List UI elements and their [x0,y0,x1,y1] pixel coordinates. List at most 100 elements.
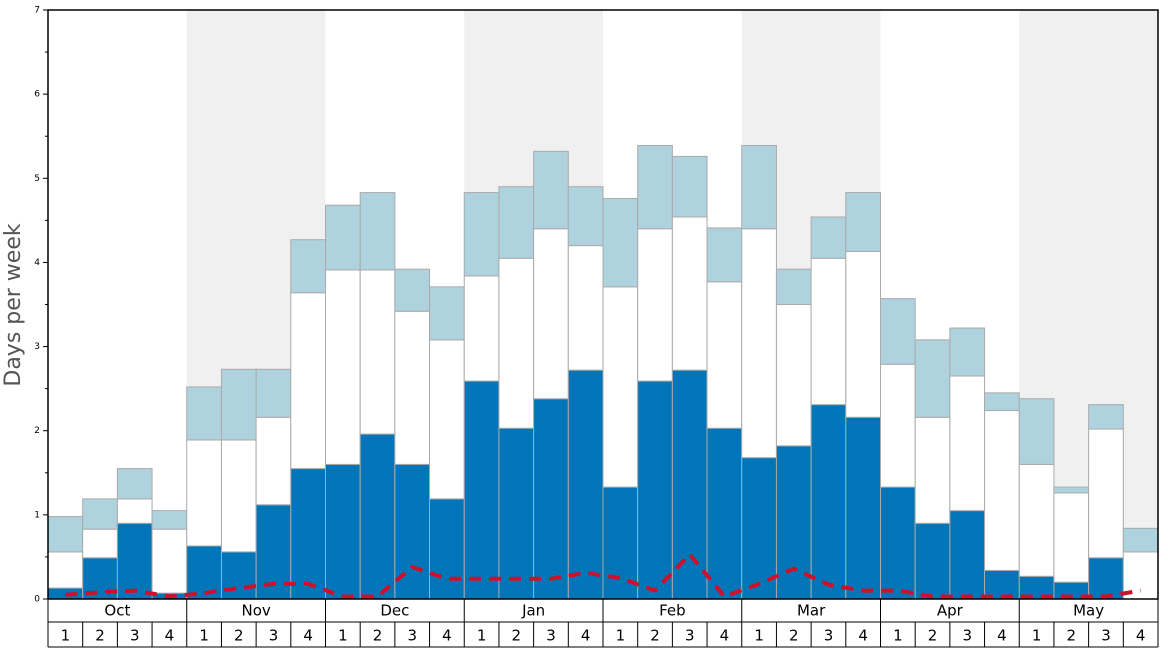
bar-segment [775,304,812,447]
y-tick-label: 7 [34,6,40,16]
bar-segment [220,439,257,553]
month-label: Feb [659,602,686,620]
month-label: Dec [380,602,409,620]
bar-segment [151,528,188,594]
bar-segment [151,510,188,530]
bar-segment [880,363,916,488]
bar-segment [186,439,222,547]
x-tick-label: 2 [650,627,660,645]
x-tick-label: 3 [824,627,834,645]
bar-segment [741,228,777,459]
month-label: May [1073,602,1104,620]
y-axis-label: Days per week [1,223,26,386]
y-tick-label: 1 [34,510,40,520]
x-tick-label: 3 [1101,627,1111,645]
bar-segment [325,269,361,465]
bar-segment [1088,404,1124,430]
y-tick-label: 3 [34,342,40,352]
bar-segment [775,268,812,306]
bar-segment [429,286,465,341]
bar-segment [394,310,431,465]
bar-segment [637,380,673,600]
bar-segment [1088,428,1124,559]
x-tick-label: 2 [373,627,383,645]
x-tick-label: 2 [95,627,105,645]
bar-segment [325,463,361,600]
x-tick-label: 1 [338,627,348,645]
bar-segment [810,216,847,259]
bar-segment [706,427,743,600]
bar-segment [949,375,986,512]
x-tick-label: 1 [61,627,71,645]
bar-segment [637,228,673,382]
bar-segment [255,368,292,418]
bar-segment [671,216,708,371]
bar-segment [82,528,118,559]
x-tick-label: 3 [269,627,279,645]
bar-segment [359,192,396,271]
x-tick-label: 4 [581,627,591,645]
bar-segment [1088,557,1124,600]
bar-segment [810,257,847,406]
bar-segment [1122,527,1159,553]
bar-segment [602,286,639,488]
bar-segment [637,144,673,230]
bar-segment [498,427,535,600]
bar-segment [533,150,569,230]
bar-segment [47,516,84,553]
x-tick-label: 2 [512,627,522,645]
y-tick-label: 2 [34,426,40,436]
bar-segment [463,275,500,382]
bar-segment [706,227,743,283]
bar-segment [359,269,396,435]
bar-segment [1053,492,1090,583]
x-tick-label: 1 [893,627,903,645]
bar-segment [914,416,951,524]
x-tick-label: 3 [407,627,417,645]
x-tick-label: 2 [928,627,938,645]
bar-segment [845,250,881,418]
bar-segment [429,339,465,500]
month-label: Jan [521,602,545,620]
bar-segment [984,410,1020,571]
bar-segment [220,368,257,441]
x-tick-label: 1 [199,627,209,645]
bar-segment [880,486,916,600]
bar-segment [429,498,465,600]
bar-segment [671,155,708,218]
bar-segment [914,339,951,418]
x-tick-label: 4 [720,627,730,645]
y-tick-label: 5 [34,174,40,184]
month-label: Apr [937,602,964,620]
bar-segment [463,192,500,277]
bar-segment [706,281,743,429]
bar-segment [949,510,986,600]
bar-segment [290,239,326,294]
bar-segment [567,245,604,371]
bar-segment [533,228,569,400]
bar-segment [602,197,639,288]
bar-segment [290,468,326,600]
x-tick-label: 4 [1136,627,1146,645]
bar-segment [463,380,500,600]
x-tick-label: 4 [303,627,313,645]
month-label: Mar [797,602,826,620]
x-tick-label: 3 [962,627,972,645]
bar-segment [116,522,153,600]
bar-segment [1018,398,1055,465]
x-tick-label: 1 [477,627,487,645]
bar-segment [82,498,118,530]
bar-segment [845,192,881,252]
bar-segment [394,268,431,312]
x-tick-label: 3 [546,627,556,645]
x-tick-label: 2 [1067,627,1077,645]
bar-segment [220,551,257,600]
bar-segment [498,257,535,429]
bar-segment [116,468,153,500]
x-tick-label: 1 [616,627,626,645]
bar-segment [741,144,777,230]
bar-segment [47,551,84,589]
bar-segment [325,204,361,271]
bar-segment [116,498,153,524]
